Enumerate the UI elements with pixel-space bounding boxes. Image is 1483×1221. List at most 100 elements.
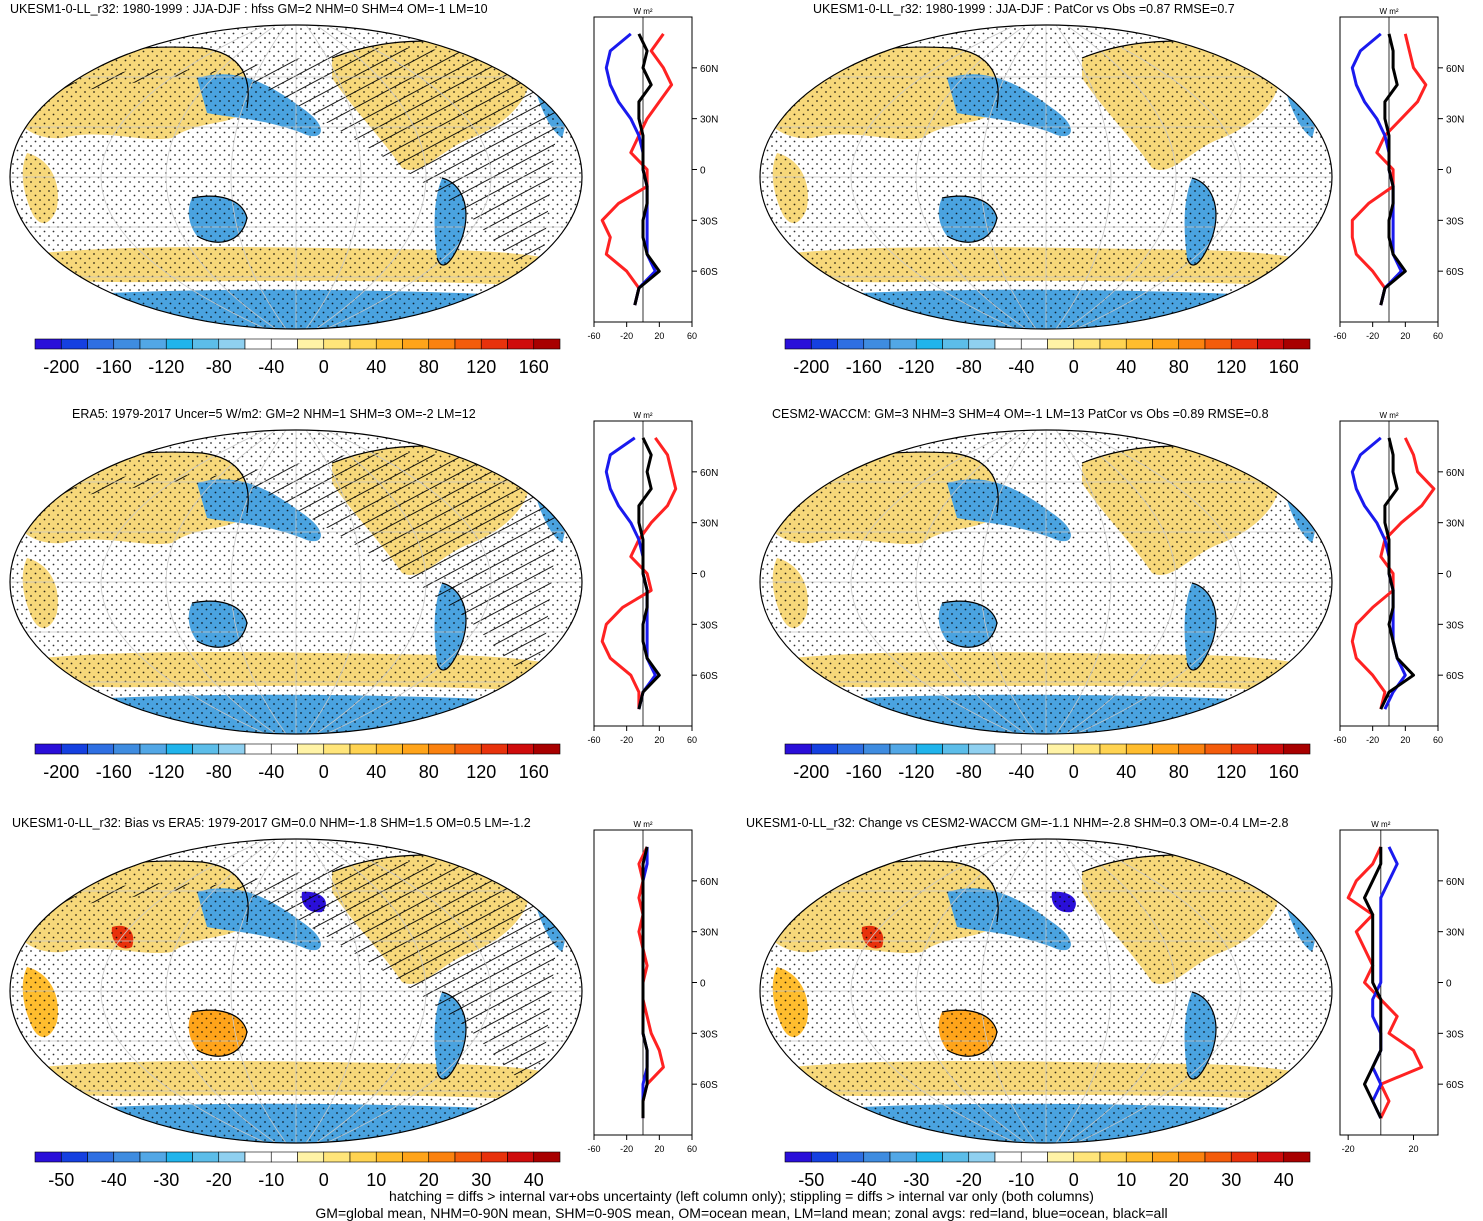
- colorbar-swatch: [1178, 1151, 1206, 1163]
- colorbar-swatch: [480, 743, 508, 755]
- x-tick-label: 60: [687, 735, 697, 745]
- colorbar-swatch: [297, 338, 325, 350]
- graticule-line: [1065, 25, 1177, 329]
- colorbar-label: 10: [366, 1170, 386, 1190]
- y-tick-label: 60S: [1446, 671, 1464, 682]
- colorbar-label: 80: [1169, 357, 1189, 377]
- colorbar-swatch: [428, 338, 456, 350]
- graticule-line: [230, 839, 287, 1143]
- x-tick-label: 20: [654, 331, 664, 341]
- colorbar-swatch: [533, 338, 561, 350]
- colorbar-swatch: [375, 743, 403, 755]
- colorbar-label: -80: [956, 762, 982, 782]
- y-tick-label: 30N: [700, 928, 718, 939]
- colorbar-swatch: [507, 338, 535, 350]
- colorbar-swatch: [402, 743, 430, 755]
- colorbar-swatch: [968, 1151, 996, 1163]
- colorbar-label: 40: [1274, 1170, 1294, 1190]
- y-tick-label: 30S: [700, 1029, 718, 1040]
- colorbar-swatch: [1047, 1151, 1075, 1163]
- graticule-line: [165, 839, 277, 1143]
- units-label: W m²: [1379, 411, 1398, 420]
- x-tick-label: -60: [587, 331, 600, 341]
- colorbar-label: 40: [366, 762, 386, 782]
- colorbar-swatch: [994, 743, 1022, 755]
- colorbar-label: -200: [793, 762, 829, 782]
- colorbar-swatch: [139, 743, 167, 755]
- colorbar-label: -50: [48, 1170, 74, 1190]
- colorbar-1: -200-160-120-80-4004080120160200: [34, 338, 561, 377]
- colorbar-swatch: [454, 743, 482, 755]
- map-field: [760, 839, 1332, 1143]
- colorbar-swatch: [1047, 743, 1075, 755]
- map-field: [760, 430, 1332, 734]
- colorbar-label: 120: [1216, 357, 1246, 377]
- y-tick-label: 30N: [1446, 928, 1464, 939]
- colorbar-swatch: [113, 743, 141, 755]
- colorbar-swatch: [863, 1151, 891, 1163]
- colorbar-swatch: [1047, 338, 1075, 350]
- colorbar-swatch: [60, 338, 88, 350]
- coastline: [761, 40, 1273, 266]
- colorbar-swatch: [994, 1151, 1022, 1163]
- colorbar-swatch: [1073, 743, 1101, 755]
- colorbar-swatch: [323, 338, 351, 350]
- colorbar-swatch: [165, 1151, 193, 1163]
- zonal-line-ocean: [1371, 846, 1399, 1119]
- map-panel-6: [759, 838, 1333, 1144]
- graticule-line: [230, 430, 287, 734]
- colorbar-swatch: [1204, 743, 1232, 755]
- colorbar-label: -50: [798, 1170, 824, 1190]
- y-tick-label: 0: [1446, 166, 1452, 177]
- colorbar-6: -50-40-30-20-1001020304050: [784, 1151, 1311, 1190]
- colorbar-swatch: [34, 338, 62, 350]
- colorbar-swatch: [402, 338, 430, 350]
- colorbar-swatch: [889, 743, 917, 755]
- colorbar-label: 80: [419, 357, 439, 377]
- graticule-line: [915, 25, 1027, 329]
- graticule-line: [100, 839, 267, 1143]
- colorbar-swatch: [1099, 338, 1127, 350]
- colorbar-swatch: [297, 743, 325, 755]
- zonal-line-all: [633, 33, 661, 306]
- colorbar-swatch: [810, 1151, 838, 1163]
- x-tick-label: -60: [1333, 331, 1346, 341]
- colorbar-swatch: [915, 1151, 943, 1163]
- y-tick-label: 30S: [700, 620, 718, 631]
- graticule-line: [165, 25, 277, 329]
- y-tick-label: 30N: [1446, 115, 1464, 126]
- colorbar-label: 160: [1269, 762, 1299, 782]
- colorbar-swatch: [480, 338, 508, 350]
- colorbar-swatch: [60, 743, 88, 755]
- map-panel-2: [759, 24, 1333, 330]
- colorbar-label: 0: [319, 1170, 329, 1190]
- graticule-line: [315, 430, 427, 734]
- y-tick-label: 60S: [1446, 1080, 1464, 1091]
- graticule-line: [100, 430, 267, 734]
- graticule-line: [315, 839, 427, 1143]
- zonal-line-all: [1363, 846, 1383, 1119]
- y-tick-label: 30N: [700, 115, 718, 126]
- map-border: [9, 429, 583, 735]
- colorbar-swatch: [915, 338, 943, 350]
- y-tick-label: 0: [1446, 570, 1452, 581]
- y-tick-label: 30S: [1446, 620, 1464, 631]
- colorbar-swatch: [270, 338, 298, 350]
- colorbar-label: -120: [148, 762, 184, 782]
- colorbar-label: -40: [258, 762, 284, 782]
- colorbar-swatch: [942, 338, 970, 350]
- colorbar-swatch: [349, 338, 377, 350]
- map-border: [759, 429, 1333, 735]
- colorbar-swatch: [139, 338, 167, 350]
- colorbar-label: -120: [898, 357, 934, 377]
- graticule-line: [915, 839, 1027, 1143]
- colorbar-swatch: [1283, 1151, 1311, 1163]
- colorbar-swatch: [889, 1151, 917, 1163]
- x-tick-label: 60: [1433, 331, 1443, 341]
- graticule-line: [165, 430, 277, 734]
- y-tick-label: 30N: [700, 519, 718, 530]
- zonal-mean-plot-1: -60 -20 20 60 60N 30N 0 30S 60S W m²: [587, 7, 718, 341]
- colorbar-swatch: [533, 1151, 561, 1163]
- colorbar-label: -20: [956, 1170, 982, 1190]
- map-field: [760, 25, 1332, 329]
